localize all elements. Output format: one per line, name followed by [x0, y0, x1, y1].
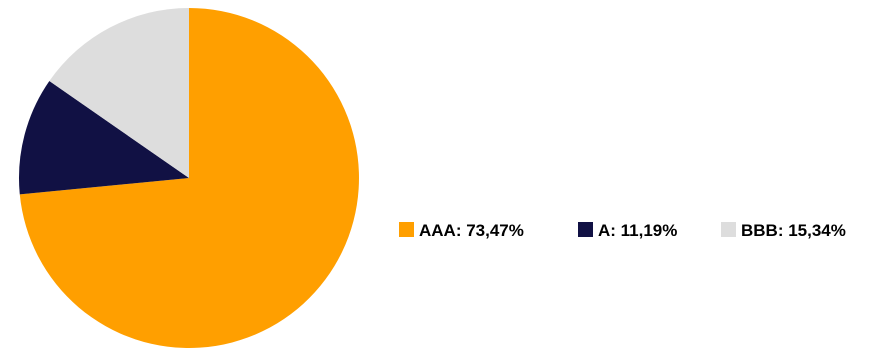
legend-item-bbb: BBB: 15,34%	[721, 221, 846, 240]
legend: AAA: 73,47% A: 11,19% BBB: 15,34%	[399, 221, 846, 240]
legend-swatch-aaa	[399, 222, 414, 237]
pie-slice-bbb	[49, 8, 189, 178]
pie-slices	[18, 8, 359, 348]
legend-item-a: A: 11,19%	[578, 221, 677, 240]
legend-label-bbb: BBB: 15,34%	[741, 221, 846, 240]
legend-swatch-bbb	[721, 222, 736, 237]
pie-slice-a	[18, 81, 189, 195]
pie-slice-aaa	[19, 8, 359, 348]
legend-label-a: A: 11,19%	[598, 221, 677, 240]
legend-swatch-a	[578, 222, 593, 237]
legend-label-aaa: AAA: 73,47%	[419, 221, 524, 240]
legend-item-aaa: AAA: 73,47%	[399, 221, 524, 240]
